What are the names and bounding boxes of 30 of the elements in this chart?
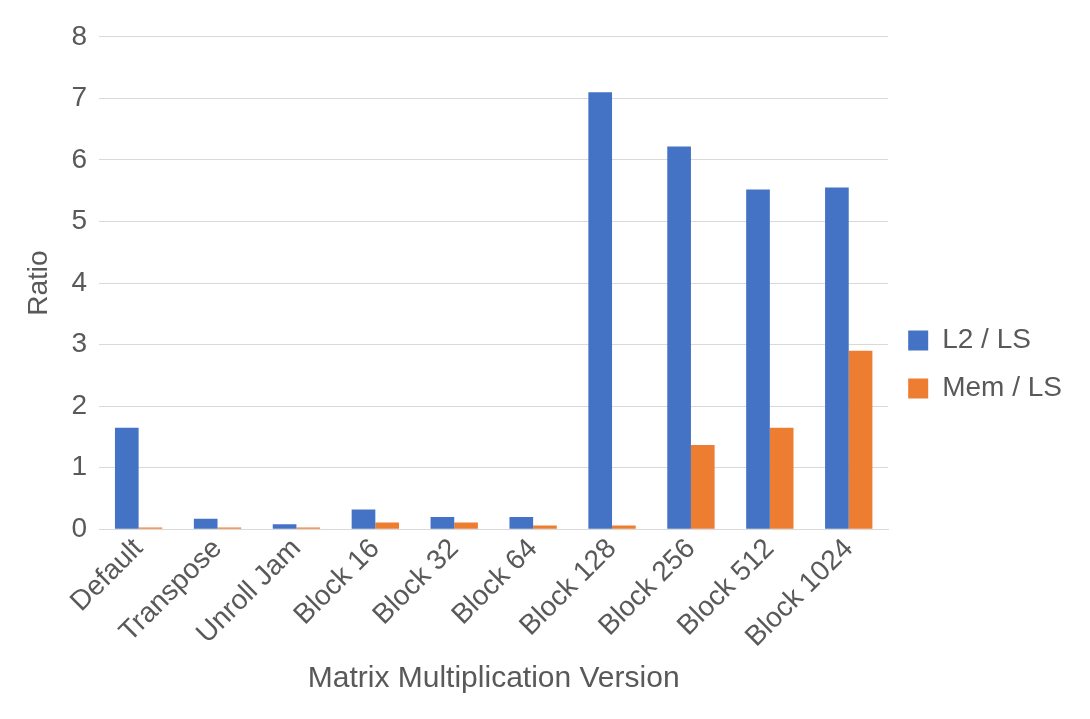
bar <box>612 525 636 529</box>
bar <box>769 427 794 529</box>
bar <box>193 518 218 529</box>
y-tick-label: 3 <box>71 327 88 359</box>
y-tick-label: 6 <box>71 142 88 174</box>
y-tick-label: 5 <box>71 204 88 236</box>
y-axis-title: Ratio <box>21 250 53 316</box>
bar <box>746 189 770 529</box>
x-axis-title: Matrix Multiplication Version <box>307 660 680 694</box>
legend-label: L2 / LS <box>942 323 1031 355</box>
bar <box>690 444 715 529</box>
bar <box>114 427 139 529</box>
bar <box>509 516 534 529</box>
bar <box>430 516 455 529</box>
bar <box>351 509 376 529</box>
bar <box>533 525 557 529</box>
y-tick-label: 8 <box>71 19 88 51</box>
y-tick-label: 7 <box>71 81 88 113</box>
bar <box>454 522 478 529</box>
y-tick-label: 4 <box>71 265 88 297</box>
bar <box>848 350 873 529</box>
bar <box>588 92 613 529</box>
bar <box>667 146 691 529</box>
bar <box>375 522 399 529</box>
bar <box>825 187 849 529</box>
y-tick-label: 2 <box>71 388 88 420</box>
y-tick-label: 1 <box>71 450 88 482</box>
bar <box>272 524 297 529</box>
legend-label: Mem / LS <box>942 371 1063 403</box>
y-tick-label: 0 <box>71 512 88 543</box>
